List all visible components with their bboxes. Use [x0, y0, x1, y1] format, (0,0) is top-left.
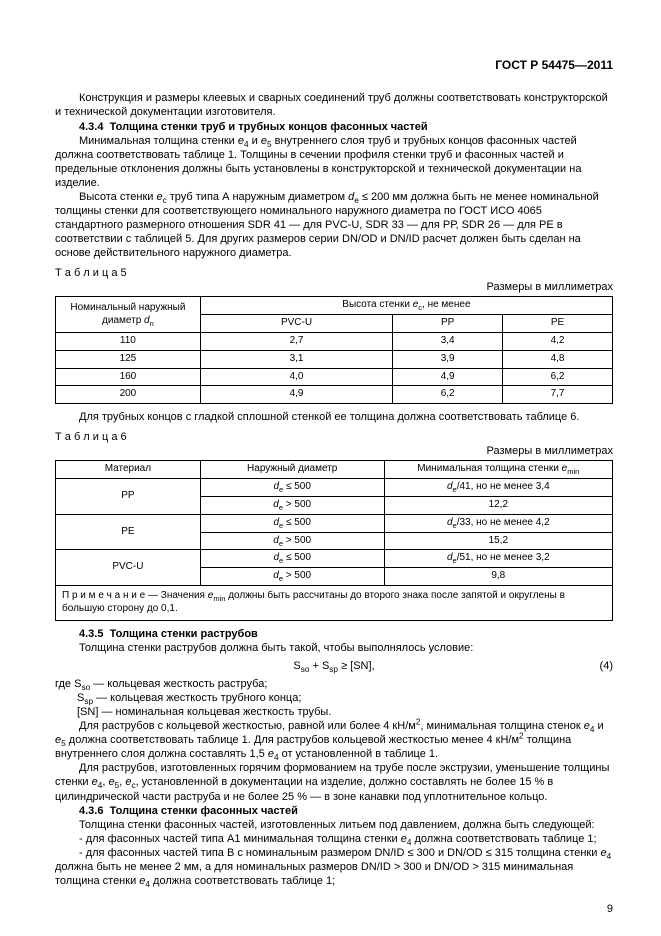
equation: Sso + Ssp ≥ [SN], (4) — [55, 659, 613, 673]
section-heading: 4.3.5 Толщина стенки раструбов — [55, 627, 613, 641]
paragraph: Конструкция и размеры клеевых и сварных … — [55, 91, 613, 119]
section-heading: 4.3.6 Толщина стенки фасонных частей — [55, 804, 613, 818]
page-number: 9 — [607, 902, 613, 916]
paragraph: Толщина стенки раструбов должна быть так… — [55, 641, 613, 655]
paragraph: - для фасонных частей типа А1 минимальна… — [55, 832, 613, 846]
paragraph: Высота стенки eс труб типа А наружным ди… — [55, 190, 613, 260]
paragraph: Толщина стенки фасонных частей, изготовл… — [55, 818, 613, 832]
paragraph: Для раструбов, изготовленных горячим фор… — [55, 761, 613, 803]
paragraph: Минимальная толщина стенки e4 и e5 внутр… — [55, 134, 613, 190]
table-6: Материал Наружный диаметр Минимальная то… — [55, 460, 613, 620]
paragraph: - для фасонных частей типа В с номинальн… — [55, 846, 613, 888]
table-units: Размеры в миллиметрах — [55, 280, 613, 294]
paragraph: Для раструбов с кольцевой жесткостью, ра… — [55, 719, 613, 761]
table-5: Номинальный наружныйдиаметр dn Высота ст… — [55, 296, 613, 404]
table-label: Т а б л и ц а 5 — [55, 266, 613, 280]
table-units: Размеры в миллиметрах — [55, 444, 613, 458]
paragraph: Для трубных концов с гладкой сплошной ст… — [55, 410, 613, 424]
doc-header: ГОСТ Р 54475—2011 — [55, 58, 613, 73]
table-label: Т а б л и ц а 6 — [55, 430, 613, 444]
section-heading: 4.3.4 Толщина стенки труб и трубных конц… — [55, 120, 613, 134]
definitions: где Sso — кольцевая жесткость раструба; … — [55, 677, 613, 719]
